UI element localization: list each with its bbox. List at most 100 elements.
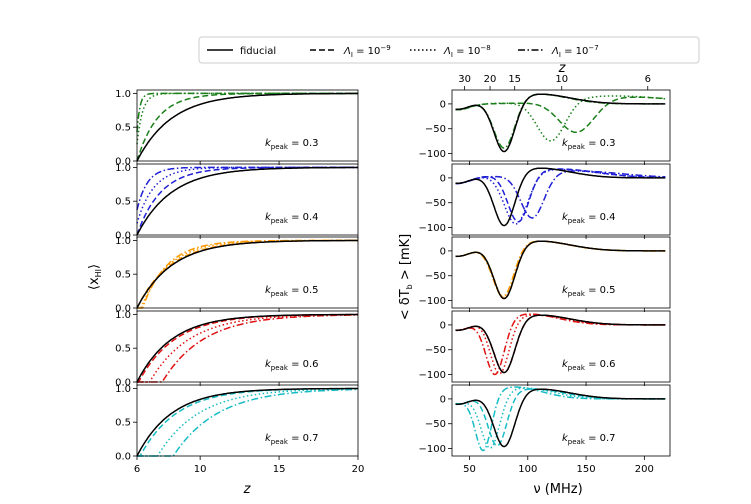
- right-y-tick-label: 0: [440, 394, 446, 405]
- left-series-line-dashed: [137, 313, 358, 383]
- left-series-line-dashdot: [136, 92, 358, 133]
- left-panel-frame: [136, 384, 359, 457]
- k-symbol: k: [265, 285, 272, 296]
- left-y-tick-label: 0.5: [115, 344, 131, 355]
- right-x-tick-label: 200: [635, 464, 654, 475]
- right-y-tick-label: 0: [440, 99, 446, 110]
- right-series-line-dashdot: [455, 386, 666, 452]
- right-top-tick-label: 10: [555, 74, 568, 85]
- right-y-axis-label-sub: b: [405, 284, 414, 289]
- left-y-axis-label: ⟨xHI⟩: [87, 264, 103, 290]
- left-k-peak-label: kpeak = 0.4: [265, 212, 319, 225]
- right-x-tick-label: 50: [463, 464, 476, 475]
- right-k-peak-label: kpeak = 0.3: [562, 138, 616, 151]
- right-top-tick-label: 30: [458, 74, 471, 85]
- k-symbol: k: [265, 212, 272, 223]
- right-y-tick-label: −50: [425, 198, 446, 209]
- right-fiducial-line: [455, 388, 666, 448]
- right-series-line-dashed: [455, 314, 666, 374]
- left-y-tick-label: 1.0: [115, 310, 131, 321]
- right-x-axis-label: ν (MHz): [533, 482, 582, 497]
- left-x-tick-label: 10: [194, 464, 207, 475]
- left-fiducial-line: [136, 313, 358, 383]
- k-value: = 0.5: [288, 285, 319, 296]
- left-fiducial-line: [136, 239, 358, 309]
- legend-eq-1: = 10: [353, 46, 380, 57]
- left-y-tick-label: 0.0: [115, 231, 131, 242]
- legend-sub-2: I: [451, 51, 453, 59]
- right-y-tick-label: −100: [419, 149, 446, 160]
- k-value: = 0.4: [288, 212, 319, 223]
- left-y-tick-label: 1.0: [115, 89, 131, 100]
- left-panel-k0.4: 0.0 0.5 1.0 kpeak = 0.4: [115, 163, 359, 242]
- legend-label-1e-8: ΛI = 10−8: [443, 44, 491, 59]
- left-fiducial-line: [136, 387, 358, 457]
- right-series-line-dashed: [455, 388, 666, 447]
- legend-sub-3: I: [559, 51, 561, 59]
- right-k-peak-label: kpeak = 0.5: [562, 285, 616, 298]
- legend: fiducial ΛI = 10−9 ΛI = 10−8 ΛI = 10−7: [198, 36, 700, 64]
- left-series-line-dotted: [137, 388, 358, 457]
- right-series-line-dotted: [455, 387, 666, 449]
- right-panel-frame: [451, 89, 671, 162]
- k-subscript: peak: [271, 143, 289, 151]
- right-y-tick-label: −100: [419, 444, 446, 455]
- right-y-axis-label-main: < δT: [398, 289, 413, 320]
- right-panel-k0.3: 0 −50 −100 30 20 15 10 6 kpeak = 0.3: [419, 74, 671, 165]
- k-symbol: k: [265, 433, 272, 444]
- right-y-tick-label: 0: [440, 320, 446, 331]
- right-series-line-dotted: [455, 314, 666, 375]
- left-y-tick-label: 0.0: [115, 304, 131, 315]
- right-k-peak-label: kpeak = 0.6: [562, 359, 616, 372]
- left-k-peak-label: kpeak = 0.5: [265, 285, 319, 298]
- right-fiducial-line: [455, 240, 666, 300]
- k-symbol: k: [562, 285, 569, 296]
- left-y-tick-label: 0.0: [115, 378, 131, 389]
- left-panel-k0.7: 0.0 0.5 1.0 6 10 15 20 kpeak = 0.7: [115, 384, 364, 475]
- left-series-line-dashdot: [136, 166, 358, 211]
- legend-eq-2: = 10: [453, 46, 480, 57]
- left-series-line-dashed: [136, 239, 358, 309]
- right-y-tick-label: −100: [419, 223, 446, 234]
- k-symbol: k: [265, 138, 272, 149]
- right-series-line-dashed: [455, 240, 666, 300]
- k-subscript: peak: [568, 364, 586, 372]
- right-top-tick-label: 15: [508, 74, 521, 85]
- legend-lambda-2: Λ: [443, 46, 451, 57]
- right-y-tick-label: −50: [425, 124, 446, 135]
- right-series-line-dashed: [455, 96, 666, 134]
- left-series-line-dotted: [136, 166, 358, 224]
- left-y-axis-label-close: ⟩: [87, 264, 102, 269]
- k-symbol: k: [562, 359, 569, 370]
- k-value: = 0.6: [585, 359, 616, 370]
- left-k-peak-label: kpeak = 0.3: [265, 138, 319, 151]
- right-y-tick-label: −50: [425, 345, 446, 356]
- left-panel-k0.3: 0.0 0.5 1.0 kpeak = 0.3: [115, 89, 359, 168]
- right-fiducial-line: [455, 167, 666, 227]
- legend-label-1e-7: ΛI = 10−7: [551, 44, 599, 59]
- left-panel-k0.6: 0.0 0.5 1.0 kpeak = 0.6: [115, 310, 359, 389]
- right-series-line-dashdot: [455, 170, 666, 219]
- right-k-peak-label: kpeak = 0.4: [562, 212, 616, 225]
- left-k-peak-label: kpeak = 0.6: [265, 359, 319, 372]
- left-panel-frame: [136, 89, 359, 162]
- right-top-tick-label: 20: [484, 74, 497, 85]
- k-symbol: k: [562, 138, 569, 149]
- k-subscript: peak: [271, 438, 289, 446]
- right-y-tick-label: −50: [425, 271, 446, 282]
- left-series-line-dashed: [137, 387, 359, 457]
- k-subscript: peak: [568, 143, 586, 151]
- left-y-tick-label: 0.5: [115, 197, 131, 208]
- left-y-tick-label: 1.0: [115, 163, 131, 174]
- legend-exp-2: −8: [480, 44, 490, 52]
- left-fiducial-line: [136, 92, 358, 162]
- left-y-tick-label: 0.5: [115, 270, 131, 281]
- left-series-line-dashdot: [137, 388, 358, 457]
- right-x-tick-label: 100: [518, 464, 537, 475]
- right-panel-k0.7: 0 −50 −100 50 100 150 200 kpeak = 0.7: [419, 384, 671, 475]
- legend-label-1e-9: ΛI = 10−9: [343, 44, 391, 59]
- legend-eq-3: = 10: [561, 46, 588, 57]
- k-value: = 0.7: [585, 433, 616, 444]
- k-subscript: peak: [568, 290, 586, 298]
